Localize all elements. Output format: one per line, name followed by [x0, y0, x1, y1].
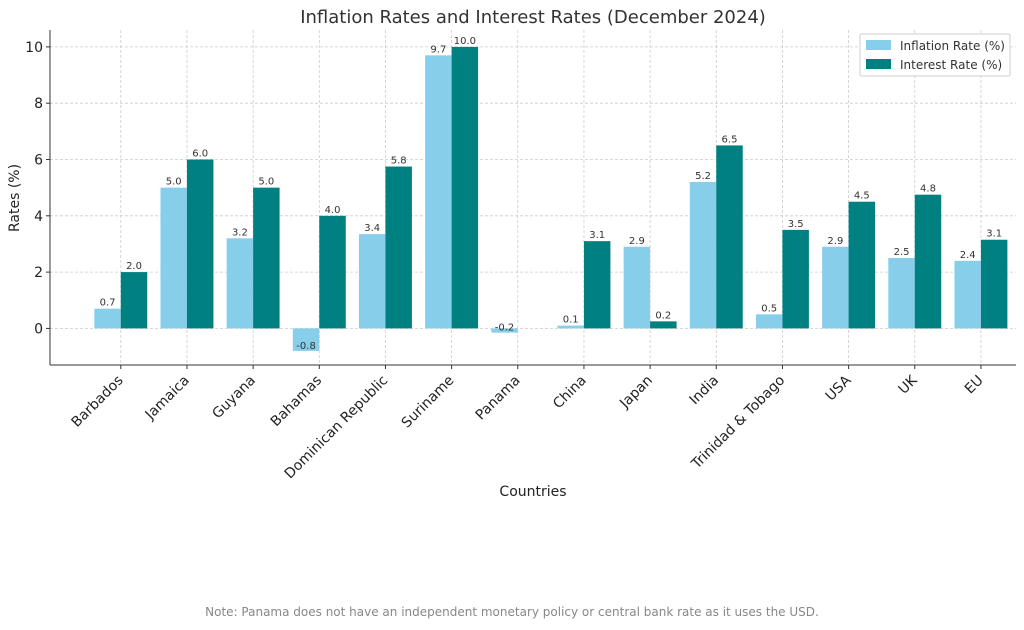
y-tick-label: 2: [34, 265, 43, 281]
inflation-bar-0: [94, 308, 121, 329]
interest-bar-9: [716, 145, 743, 329]
inflation-value-label-13: 2.4: [960, 250, 976, 261]
inflation-bar-1: [160, 187, 187, 329]
inflation-bar-5: [425, 55, 452, 329]
interest-bar-2: [253, 187, 280, 329]
inflation-value-label-5: 9.7: [430, 44, 446, 55]
interest-bar-8: [650, 321, 677, 329]
x-tick-label: India: [686, 373, 722, 409]
legend-swatch-inflation: [866, 40, 891, 50]
data-labels: 0.7 2.0 5.0 6.0 3.2 5.0 -0.8 4.0 3.4 5.8 9.7 10.0 -0…: [100, 36, 1003, 352]
interest-value-label-12: 4.8: [920, 184, 936, 195]
inflation-value-label-0: 0.7: [100, 298, 116, 309]
x-tick-label: USA: [823, 372, 855, 404]
inflation-bar-10: [755, 314, 783, 329]
y-tick-label: 6: [34, 152, 43, 168]
inflation-bar-9: [689, 182, 717, 329]
inflation-value-label-8: 2.9: [629, 236, 645, 247]
y-tick-label: 4: [34, 209, 43, 225]
interest-value-label-9: 6.5: [722, 134, 738, 145]
x-tick-label: Barbados: [69, 373, 127, 431]
interest-bar-5: [451, 46, 479, 329]
legend: Inflation Rate (%) Interest Rate (%): [859, 33, 1011, 77]
inflation-bar-7: [557, 325, 584, 329]
interest-bar-7: [583, 241, 611, 329]
interest-value-label-0: 2.0: [126, 261, 142, 272]
interest-bar-10: [782, 229, 809, 329]
x-tick-label: China: [550, 373, 590, 413]
legend-label-interest: Interest Rate (%): [900, 58, 1002, 72]
x-tick-label: Guyana: [209, 373, 259, 423]
x-axis-label: Countries: [499, 484, 566, 500]
interest-bar-3: [319, 215, 346, 329]
inflation-value-label-11: 2.9: [827, 236, 843, 247]
interest-value-label-11: 4.5: [854, 191, 870, 202]
y-tick-label: 0: [34, 321, 43, 337]
x-tick-label: Japan: [616, 373, 656, 413]
interest-value-label-13: 3.1: [986, 229, 1002, 240]
interest-bar-4: [385, 166, 412, 329]
inflation-value-label-4: 3.4: [364, 223, 380, 234]
y-tick-label: 8: [34, 96, 43, 112]
inflation-value-label-9: 5.2: [695, 171, 711, 182]
inflation-bar-2: [226, 238, 254, 329]
inflation-value-label-10: 0.5: [761, 303, 777, 314]
interest-value-label-8: 0.2: [655, 310, 671, 321]
x-tick-label: UK: [896, 372, 922, 398]
interest-value-label-2: 5.0: [258, 177, 274, 188]
chart-title: Inflation Rates and Interest Rates (Dece…: [300, 7, 766, 28]
legend-box: [859, 33, 1011, 77]
inflation-bar-12: [888, 258, 915, 329]
inflation-bar-11: [822, 246, 849, 329]
inflation-bar-13: [954, 260, 981, 329]
y-tick-label: 10: [25, 40, 43, 56]
inflation-value-label-6: -0.2: [495, 323, 515, 334]
inflation-value-label-7: 0.1: [563, 315, 579, 326]
inflation-bar-8: [623, 246, 651, 329]
inflation-value-label-12: 2.5: [894, 247, 910, 258]
x-tick-label: Suriname: [399, 373, 458, 432]
interest-value-label-4: 5.8: [391, 156, 407, 167]
bars: [94, 46, 1008, 351]
x-tick-label: EU: [962, 373, 987, 398]
y-ticks: 0 2 4 6 8 10: [25, 40, 50, 337]
x-tick-label: Jamaica: [142, 373, 193, 424]
legend-swatch-interest: [866, 59, 891, 69]
inflation-bar-6: [491, 328, 518, 333]
axes: [49, 30, 1016, 366]
interest-bar-0: [120, 272, 148, 329]
interest-value-label-5: 10.0: [454, 36, 476, 47]
interest-value-label-1: 6.0: [192, 148, 208, 159]
x-tick-label: Panama: [473, 373, 524, 424]
legend-label-inflation: Inflation Rate (%): [900, 39, 1005, 53]
interest-bar-12: [914, 194, 942, 329]
inflation-bar-4: [358, 234, 386, 329]
interest-bar-11: [848, 201, 876, 329]
x-tick-label: Bahamas: [268, 373, 325, 430]
interest-value-label-7: 3.1: [589, 230, 605, 241]
inflation-value-label-3: -0.8: [296, 341, 316, 352]
interest-value-label-3: 4.0: [325, 205, 341, 216]
inflation-bar-3: [292, 328, 320, 351]
interest-bar-1: [186, 159, 214, 329]
interest-value-label-10: 3.5: [788, 219, 804, 230]
interest-bar-13: [980, 239, 1008, 329]
inflation-value-label-1: 5.0: [166, 177, 182, 188]
y-axis-label: Rates (%): [7, 164, 23, 232]
inflation-value-label-2: 3.2: [232, 227, 248, 238]
footnote: Note: Panama does not have an independen…: [205, 605, 819, 619]
